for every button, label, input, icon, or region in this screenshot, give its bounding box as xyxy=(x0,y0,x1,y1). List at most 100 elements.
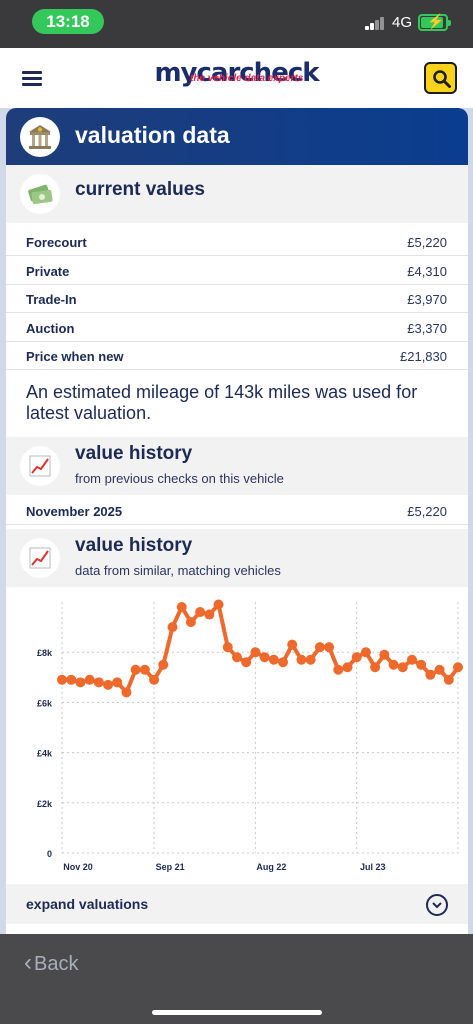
home-indicator[interactable] xyxy=(152,1010,322,1015)
value-row-trade-in: Trade-In £3,970 xyxy=(6,285,468,313)
data-point xyxy=(103,679,114,690)
value-row-amount: £3,970 xyxy=(407,292,447,307)
y-tick-label: £2k xyxy=(37,799,53,809)
value-history-previous-header: value history from previous checks on th… xyxy=(6,437,468,495)
series-line xyxy=(62,602,460,695)
chart-trend-icon xyxy=(20,538,60,578)
data-point xyxy=(342,662,353,673)
x-tick-label: Aug 22 xyxy=(256,862,286,872)
x-tick-label: Jul 23 xyxy=(360,862,386,872)
value-row-amount: £5,220 xyxy=(407,235,447,250)
logo-tagline: the vehicle data experts xyxy=(190,73,304,84)
value-history-chart-svg: 0 £2k £4k £6k £8k Nov 20 Sep 21 Aug 22 Jul 23 xyxy=(37,599,463,872)
mileage-note: An estimated mileage of 143k miles was u… xyxy=(26,382,418,423)
data-point xyxy=(370,662,381,673)
data-point xyxy=(425,669,436,680)
y-tick-label: 0 xyxy=(47,849,52,859)
signal-icon xyxy=(365,16,387,30)
value-history-title: value history xyxy=(75,443,193,464)
value-row-label: Auction xyxy=(26,321,75,336)
back-button[interactable]: ‹ Back xyxy=(24,949,78,977)
browser-bottom-bar: ‹ Back xyxy=(0,934,473,1024)
data-point xyxy=(204,609,215,620)
logo-text: mycarcheck xyxy=(154,58,319,88)
data-point xyxy=(443,674,454,685)
data-point xyxy=(139,664,150,675)
bank-icon xyxy=(20,117,60,157)
back-label: Back xyxy=(34,953,79,975)
x-tick-label: Nov 20 xyxy=(63,862,93,872)
value-history-chart: 0 £2k £4k £6k £8k Nov 20 Sep 21 Aug 22 Jul 23 xyxy=(6,588,468,884)
data-point xyxy=(305,654,316,665)
search-icon xyxy=(433,70,451,88)
hamburger-menu-icon[interactable] xyxy=(22,71,42,86)
value-row-forecourt: Forecourt £5,220 xyxy=(6,228,468,256)
data-point xyxy=(93,677,104,688)
network-type: 4G xyxy=(392,14,413,31)
data-point xyxy=(296,654,307,665)
valuation-card: valuation data current values Forecourt … xyxy=(6,108,468,934)
search-button[interactable] xyxy=(424,62,457,94)
data-point xyxy=(231,652,242,663)
data-point xyxy=(66,674,77,685)
expand-valuations-label: expand valuations xyxy=(26,896,149,912)
value-row-amount: £3,370 xyxy=(407,321,447,336)
value-history-similar-subtitle: data from similar, matching vehicles xyxy=(75,563,281,578)
y-tick-label: £8k xyxy=(37,648,53,658)
valuation-banner: valuation data xyxy=(6,108,468,165)
status-bar: 13:18 4G ⚡ xyxy=(0,0,473,48)
data-point xyxy=(250,647,261,658)
value-history-subtitle: from previous checks on this vehicle xyxy=(75,471,284,486)
history-row: November 2025 £5,220 xyxy=(6,497,468,525)
data-point xyxy=(324,642,335,653)
data-point xyxy=(195,607,206,618)
history-row-amount: £5,220 xyxy=(407,504,447,519)
app-header: mycarcheck the vehicle data experts xyxy=(0,48,473,108)
value-row-amount: £4,310 xyxy=(407,264,447,279)
value-history-similar-header: value history data from similar, matchin… xyxy=(6,529,468,587)
expand-valuations-button[interactable]: expand valuations xyxy=(6,884,468,924)
money-icon xyxy=(20,174,60,214)
value-row-label: Private xyxy=(26,264,70,279)
page-title: valuation data xyxy=(75,122,230,148)
data-point xyxy=(314,642,325,653)
data-point xyxy=(176,602,187,613)
battery-icon: ⚡ xyxy=(418,13,451,31)
data-point xyxy=(241,657,252,668)
chart-trend-icon xyxy=(20,446,60,486)
logo[interactable]: mycarcheck xyxy=(0,60,473,86)
data-point xyxy=(112,677,123,688)
y-tick-label: £6k xyxy=(37,698,53,708)
data-point xyxy=(397,662,408,673)
data-point xyxy=(351,652,362,663)
data-point xyxy=(268,654,279,665)
data-point xyxy=(259,652,270,663)
data-point xyxy=(287,639,298,650)
data-point xyxy=(121,687,132,698)
data-point xyxy=(213,599,224,610)
data-point xyxy=(434,664,445,675)
x-tick-label: Sep 21 xyxy=(156,862,185,872)
data-point xyxy=(406,654,417,665)
data-point xyxy=(278,657,289,668)
data-point xyxy=(222,642,233,653)
data-point xyxy=(130,664,141,675)
value-row-auction: Auction £3,370 xyxy=(6,314,468,342)
data-point xyxy=(360,647,371,658)
data-point xyxy=(416,659,427,670)
data-point xyxy=(57,674,67,685)
value-row-label: Forecourt xyxy=(26,235,87,250)
data-point xyxy=(149,674,160,685)
data-point xyxy=(333,664,344,675)
value-row-private: Private £4,310 xyxy=(6,257,468,285)
data-point xyxy=(453,662,463,673)
data-point xyxy=(75,677,86,688)
current-values-title: current values xyxy=(75,179,205,200)
y-tick-label: £4k xyxy=(37,749,53,759)
data-point xyxy=(158,659,169,670)
data-point xyxy=(388,659,399,670)
data-point xyxy=(167,622,178,633)
value-row-label: Price when new xyxy=(26,349,124,364)
status-time: 13:18 xyxy=(32,9,104,34)
history-row-date: November 2025 xyxy=(26,504,123,519)
